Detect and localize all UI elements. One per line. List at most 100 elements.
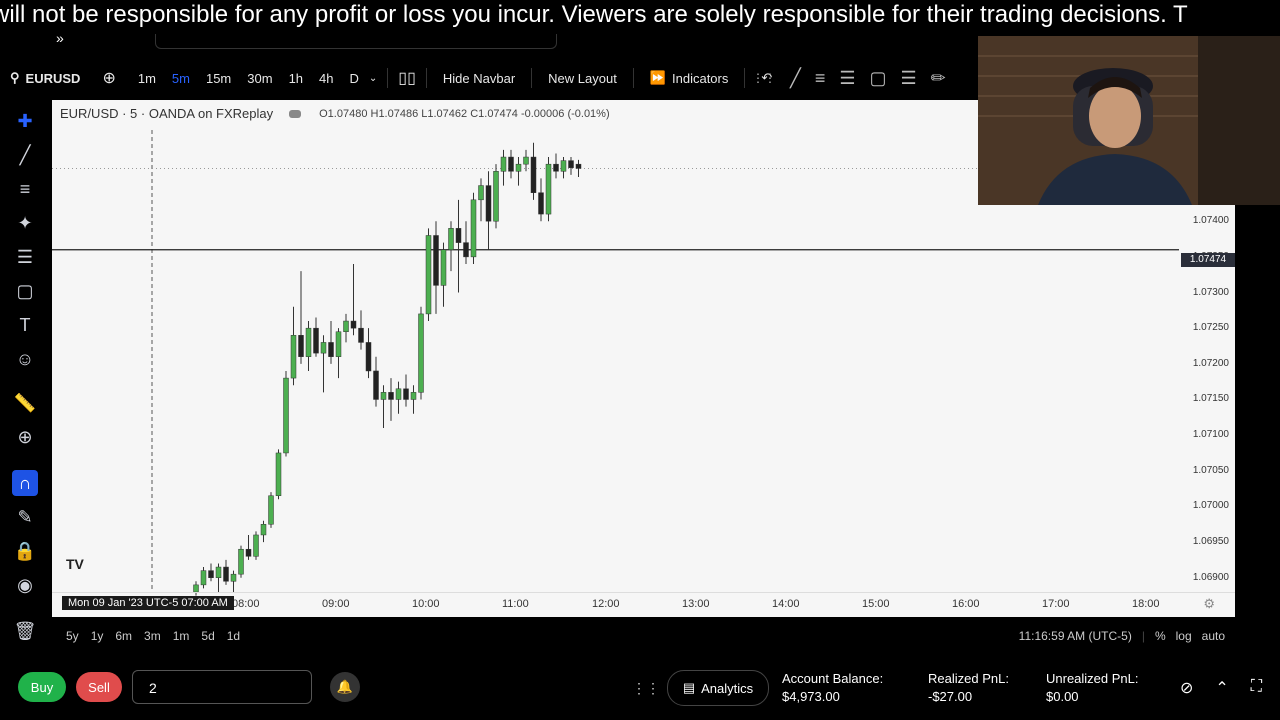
trendline-tool-icon[interactable]: ╱ xyxy=(19,144,31,165)
text-tool-icon[interactable]: T xyxy=(19,314,31,335)
time-tick: 09:00 xyxy=(322,598,350,610)
fib-tool-icon[interactable]: ☰ xyxy=(16,246,34,267)
buy-button[interactable]: Buy xyxy=(18,672,66,702)
fullscreen-icon[interactable]: ⛶ xyxy=(1250,678,1262,695)
tradingview-logo: TV xyxy=(66,556,84,572)
timeframe-5m[interactable]: 5m xyxy=(171,70,190,86)
eye-icon[interactable]: ◉ xyxy=(17,574,33,595)
timeframe-4h[interactable]: 4h xyxy=(319,70,334,86)
percent-scale-button[interactable]: % xyxy=(1154,629,1166,643)
candle-body xyxy=(560,160,567,172)
time-tick: 17:00 xyxy=(1042,598,1070,610)
chart-legend: EUR/USD · 5 · OANDA on FXReplay O1.07480… xyxy=(60,106,610,121)
indicators-label: Indicators xyxy=(672,70,729,86)
price-tick: 1.07250 xyxy=(1192,322,1229,334)
range-1d[interactable]: 1d xyxy=(226,629,241,643)
candle-body xyxy=(410,392,417,400)
timeframe-1m[interactable]: 1m xyxy=(137,70,156,86)
candle-type-button[interactable]: ▯▯ xyxy=(398,60,416,96)
bell-button[interactable]: 🔔 xyxy=(330,672,360,702)
pattern-tool-icon[interactable]: ✦ xyxy=(17,212,33,233)
settings-gear-icon[interactable]: ⚙ xyxy=(1203,596,1215,611)
candle-body xyxy=(320,342,327,354)
channel-icon[interactable]: ≡ xyxy=(814,67,826,88)
analytics-button[interactable]: ▤ Analytics xyxy=(667,670,769,706)
timeframe-D[interactable]: D xyxy=(349,70,359,86)
unrealized-pnl-label: Unrealized PnL: xyxy=(1046,671,1139,686)
new-layout-button[interactable]: New Layout xyxy=(548,70,617,86)
chevron-up-icon[interactable]: ⌃ xyxy=(1215,680,1229,697)
candle-body xyxy=(223,566,229,582)
candlestick-chart[interactable] xyxy=(52,100,1235,617)
divider xyxy=(531,68,533,88)
time-axis[interactable]: 08:00 09:00 10:00 11:00 12:00 13:00 14:00 15:00… xyxy=(52,592,1235,617)
time-tick: 08:00 xyxy=(232,598,260,610)
range-1y[interactable]: 1y xyxy=(90,629,104,643)
price-tick: 1.07150 xyxy=(1192,393,1229,405)
undo-icon: ↶ xyxy=(761,70,773,85)
ruler-icon[interactable]: 📏 xyxy=(13,392,37,413)
top-search-bar[interactable] xyxy=(155,34,557,49)
candle-body xyxy=(523,156,529,165)
pencil-lock-icon[interactable]: ✎ xyxy=(17,506,33,527)
range-3m[interactable]: 3m xyxy=(144,629,161,643)
time-tick: 18:00 xyxy=(1132,598,1160,610)
candle-body xyxy=(538,192,544,215)
collapse-legend-icon[interactable] xyxy=(289,109,302,118)
rectangle-icon[interactable]: ▢ xyxy=(869,67,887,88)
candle-body xyxy=(268,495,274,525)
undo-button[interactable]: ↶ xyxy=(755,60,778,96)
horizontal-lines-icon[interactable]: ≡ xyxy=(19,178,31,199)
crosshair-icon[interactable]: ✚ xyxy=(17,110,33,131)
candle-body xyxy=(493,171,499,222)
brush-icon[interactable]: ✏ xyxy=(930,67,946,88)
candle-body xyxy=(448,228,454,250)
chart-title: EUR/USD · 5 · OANDA on FXReplay xyxy=(60,106,274,121)
log-scale-button[interactable]: log xyxy=(1175,629,1192,643)
account-balance-label: Account Balance: xyxy=(782,671,884,686)
chevron-down-icon[interactable]: ⌄ xyxy=(368,72,378,84)
price-tick: 1.06900 xyxy=(1192,571,1229,583)
clock: 11:16:59 AM (UTC-5) xyxy=(1018,629,1132,643)
range-1m[interactable]: 1m xyxy=(172,629,190,643)
indicators-button[interactable]: ⏩ Indicators xyxy=(644,60,735,96)
quantity-input[interactable]: 2 xyxy=(132,670,312,704)
candle-body xyxy=(433,235,439,286)
bell-icon: 🔔 xyxy=(336,679,354,694)
emoji-icon[interactable]: ☺ xyxy=(15,348,35,369)
analytics-label: Analytics xyxy=(701,680,754,696)
candle-body xyxy=(238,548,244,575)
grip-icon[interactable]: ⋮⋮ xyxy=(632,680,660,696)
sell-button[interactable]: Sell xyxy=(76,672,122,702)
candle-body xyxy=(275,452,282,496)
trendline-icon[interactable]: ╱ xyxy=(790,67,801,88)
eye-off-icon[interactable]: ⊘ xyxy=(1179,680,1194,697)
candle-body xyxy=(395,388,402,400)
magnet-icon[interactable]: ∩ xyxy=(12,470,38,496)
symbol-search[interactable]: ⚲ EURUSD xyxy=(0,60,80,96)
search-icon: ⚲ xyxy=(10,70,20,85)
fast-forward-icon[interactable]: » xyxy=(56,30,64,46)
drag-handle-icon[interactable]: ⋮⋮ xyxy=(752,71,776,85)
range-6m[interactable]: 6m xyxy=(115,629,133,643)
lock-icon[interactable]: 🔒 xyxy=(13,540,37,561)
lines-icon[interactable]: ☰ xyxy=(900,67,917,88)
unrealized-pnl-value: $0.00 xyxy=(1046,689,1079,704)
timeframe-15m[interactable]: 15m xyxy=(205,70,232,86)
trash-icon[interactable]: 🗑 xyxy=(13,620,37,641)
shape-tool-icon[interactable]: ▢ xyxy=(16,280,34,301)
add-symbol-button[interactable]: ⊕ xyxy=(102,60,115,96)
fib-icon[interactable]: ☰ xyxy=(839,67,856,88)
unrealized-pnl: Unrealized PnL: $0.00 xyxy=(1046,670,1139,706)
zoom-in-icon[interactable]: ⊕ xyxy=(17,426,33,447)
candle-body xyxy=(425,235,432,315)
realized-pnl-value: -$27.00 xyxy=(928,689,973,704)
auto-scale-button[interactable]: auto xyxy=(1201,629,1225,643)
candle-body xyxy=(283,377,289,454)
hide-navbar-button[interactable]: Hide Navbar xyxy=(442,70,516,86)
range-5d[interactable]: 5d xyxy=(201,629,215,643)
candle-body xyxy=(508,156,514,172)
timeframe-30m[interactable]: 30m xyxy=(247,70,273,86)
range-5y[interactable]: 5y xyxy=(66,629,79,643)
timeframe-1h[interactable]: 1h xyxy=(288,70,304,86)
